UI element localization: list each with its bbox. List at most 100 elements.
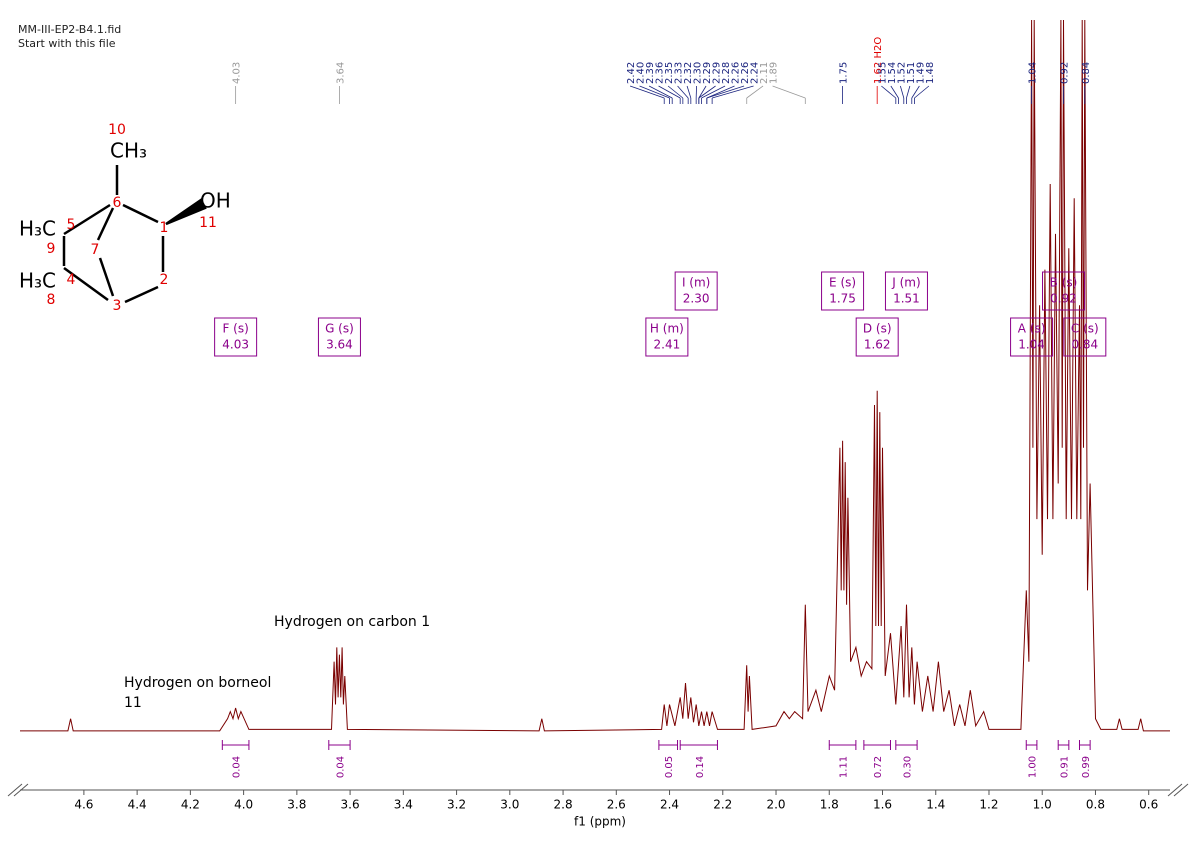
peak-leader [914, 85, 930, 99]
peak-label-text: 2.29 [712, 62, 723, 84]
wedge-bond [165, 198, 207, 226]
multiplet-label: I (m) [682, 276, 710, 290]
group-label: H₃C [19, 269, 56, 293]
multiplet-label: A (s) [1018, 322, 1046, 336]
x-tick-label: 0.8 [1086, 798, 1105, 812]
peak-leader [686, 85, 692, 99]
integral-value: 0.72 [873, 756, 884, 778]
atom-number: 1 [160, 220, 169, 236]
multiplet-box: D (s) 1.62 [855, 317, 899, 357]
integral: 1.11 [828, 740, 857, 778]
peak-label: 2.40 [636, 62, 670, 104]
multiplet-shift: 0.92 [1050, 292, 1077, 306]
x-tick-label: 4.6 [74, 798, 93, 812]
peak-label-text: 1.55 [877, 62, 888, 84]
x-tick-label: 2.4 [660, 798, 679, 812]
peak-label-text: 2.11 [759, 62, 770, 84]
peak-label-text: 1.54 [887, 62, 898, 84]
peak-label-text: 2.36 [655, 62, 666, 84]
multiplet-box: H (m) 2.41 [645, 317, 689, 357]
multiplet-box: E (s) 1.75 [821, 271, 865, 311]
peak-label: 2.39 [645, 62, 673, 104]
bond [96, 207, 115, 241]
x-tick-label: 1.2 [979, 798, 998, 812]
multiplet-shift: 4.03 [222, 338, 249, 352]
group-label: OH [200, 189, 231, 213]
peak-label-text: 4.03 [232, 62, 243, 84]
peak-label-text: 2.42 [626, 62, 637, 84]
peak-label: 1.52 [896, 62, 907, 104]
integral: 1.00 [1025, 740, 1039, 778]
x-tick-label: 1.8 [820, 798, 839, 812]
peak-label-text: 2.32 [683, 62, 694, 84]
multiplet-box: A (s) 1.04 [1010, 317, 1054, 357]
multiplet-label: H (m) [650, 322, 684, 336]
peak-label-text: 1.62 H2O [873, 37, 884, 84]
peak-label-text: 2.33 [674, 62, 685, 84]
peak-leader [698, 85, 716, 99]
annotation: Hydrogen on carbon 1 [274, 614, 430, 630]
peak-leader [881, 85, 897, 99]
multiplet-frame [1010, 317, 1054, 357]
integral-bracket [221, 740, 250, 750]
group-label: CH₃ [110, 139, 147, 163]
atom-number: 3 [113, 298, 122, 314]
peak-label: 3.64 [335, 62, 346, 104]
multiplet-box: B (s) 0.92 [1042, 271, 1086, 311]
peak-leader [712, 85, 754, 99]
x-tick-label: 1.0 [1033, 798, 1052, 812]
x-tick-label: 3.4 [394, 798, 413, 812]
atom-number: 7 [91, 242, 100, 258]
multiplet-label: E (s) [829, 276, 856, 290]
peak-label: 1.54 [887, 62, 899, 104]
peak-leader [772, 85, 806, 99]
peak-leader [648, 85, 673, 99]
integral-bracket [1025, 740, 1038, 750]
peak-label-text: 1.51 [906, 62, 917, 84]
peak-label-text: 1.04 [1028, 62, 1039, 84]
atom-number: 11 [199, 215, 217, 231]
multiplet-box: F (s) 4.03 [214, 317, 258, 357]
peak-label-text: 1.89 [769, 62, 780, 84]
peak-label-text: 2.24 [750, 62, 761, 84]
atom-number: 2 [160, 272, 169, 288]
peak-leader [658, 85, 681, 99]
multiplet-label: J (m) [891, 276, 920, 290]
integral-value: 0.91 [1060, 756, 1071, 778]
peak-label-text: 2.39 [645, 62, 656, 84]
multiplet-frame [821, 271, 865, 311]
structure [62, 165, 207, 304]
peak-label-text: 2.40 [636, 62, 647, 84]
atom-number: 5 [67, 217, 76, 233]
integral-bracket [828, 740, 857, 750]
peak-leader [706, 85, 735, 99]
multiplet-frame [645, 317, 689, 357]
peak-label: 2.35 [664, 62, 684, 104]
x-tick-label: 2.8 [554, 798, 573, 812]
peak-label: 1.04 [1028, 62, 1039, 104]
integral-bracket [1057, 740, 1070, 750]
peak-label: 2.29 [698, 62, 723, 104]
integral-bracket [895, 740, 918, 750]
multiplet-frame [884, 271, 928, 311]
x-tick-label: 2.6 [607, 798, 626, 812]
multiplet-label: B (s) [1050, 276, 1078, 290]
peak-label-text: 2.26 [740, 62, 751, 84]
multiplet-box: I (m) 2.30 [674, 271, 718, 311]
x-tick-label: 3.8 [287, 798, 306, 812]
x-tick-label: 3.0 [500, 798, 519, 812]
peak-leader [746, 85, 764, 99]
multiplet-shift: 1.51 [893, 292, 920, 306]
multiplet-shift: 1.62 [864, 338, 891, 352]
integral-value: 1.00 [1028, 756, 1039, 778]
peak-label: 1.51 [906, 62, 917, 104]
integral-bracket [863, 740, 891, 750]
integral-bracket [679, 740, 718, 750]
peak-label-text: 1.52 [896, 62, 907, 84]
peak-label: 4.03 [232, 62, 243, 104]
peak-leader [639, 85, 670, 99]
peak-label: 1.49 [911, 62, 926, 104]
peak-leader [906, 85, 911, 99]
